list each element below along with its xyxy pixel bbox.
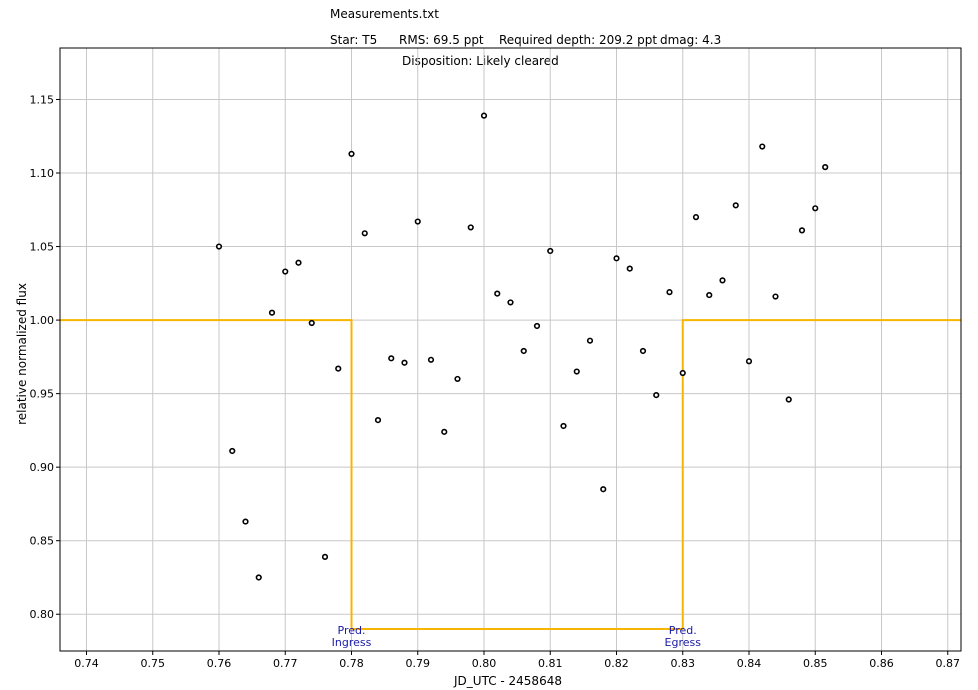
y-tick-labels: 0.80 0.85 0.90 0.95 1.00 1.05 1.10 1.15 (30, 93, 55, 621)
frame-layer (56, 47, 962, 655)
x-tick-label: 0.85 (803, 657, 828, 670)
data-point (215, 243, 223, 250)
y-tick-label: 0.90 (30, 461, 55, 474)
data-point (533, 322, 541, 330)
y-tick-label: 1.10 (30, 167, 55, 180)
data-point (666, 289, 673, 296)
data-point (268, 309, 276, 316)
disposition-label: Disposition: Likely cleared (402, 54, 559, 68)
data-point (626, 265, 633, 272)
data-point (507, 299, 514, 306)
data-point (427, 356, 435, 363)
data-point (692, 214, 700, 221)
rms-label: RMS: 69.5 ppt (399, 33, 484, 47)
y-tick-label: 0.80 (30, 608, 55, 621)
data-point (547, 247, 554, 255)
data-point (560, 422, 567, 430)
x-tick-label: 0.77 (273, 657, 298, 670)
data-point (732, 202, 739, 209)
x-tick-label: 0.81 (538, 657, 563, 670)
prediction-label-line1: Pred. (669, 624, 697, 637)
data-point (335, 365, 342, 372)
y-tick-label: 1.05 (30, 241, 55, 254)
x-tick-label: 0.79 (406, 657, 431, 670)
data-point (401, 359, 408, 366)
y-tick-label: 1.00 (30, 314, 55, 327)
prediction-label-line2: Egress (665, 636, 702, 649)
x-tick-label: 0.84 (737, 657, 762, 670)
data-point (295, 259, 302, 266)
data-point (494, 290, 501, 297)
data-point (679, 369, 686, 377)
x-tick-label: 0.87 (936, 657, 961, 670)
data-point (586, 337, 594, 344)
data-point (798, 227, 806, 234)
prediction-label-line1: Pred. (338, 624, 366, 637)
y-tick-label: 1.15 (30, 93, 55, 106)
grid-layer (60, 48, 961, 651)
y-tick-label: 0.85 (30, 535, 55, 548)
data-point (480, 112, 488, 119)
data-point (454, 375, 461, 383)
data-point (229, 447, 236, 455)
data-point (374, 416, 382, 424)
data-point (520, 347, 527, 355)
y-axis-label: relative normalized flux (15, 283, 29, 425)
x-tick-labels: 0.74 0.75 0.76 0.77 0.78 0.79 0.80 0.81 0.82 0.83… (74, 657, 960, 670)
data-point (282, 268, 289, 275)
data-point (242, 518, 249, 525)
data-point (573, 368, 580, 375)
data-point (706, 291, 713, 299)
transit-model-line (60, 319, 961, 630)
prediction-label-line2: Ingress (332, 636, 372, 649)
x-tick-label: 0.80 (472, 657, 497, 670)
file-title: Measurements.txt (330, 7, 439, 21)
data-point (785, 396, 792, 403)
data-point (388, 355, 395, 362)
x-tick-label: 0.83 (671, 657, 696, 670)
data-point (719, 277, 726, 284)
data-point (308, 319, 315, 327)
data-point (467, 224, 474, 231)
data-point (822, 164, 829, 171)
x-tick-label: 0.74 (74, 657, 99, 670)
data-point (414, 218, 421, 225)
data-point (255, 574, 262, 581)
data-point (600, 486, 607, 493)
data-point (745, 358, 753, 365)
data-point (812, 205, 819, 212)
y-tick-label: 0.95 (30, 388, 55, 401)
x-axis-label: JD_UTC - 2458648 (453, 674, 562, 688)
data-point (613, 255, 620, 262)
data-point (772, 293, 779, 300)
x-tick-label: 0.75 (141, 657, 166, 670)
x-tick-label: 0.76 (207, 657, 232, 670)
plot-frame (59, 47, 962, 652)
data-point (639, 347, 647, 355)
data-point (653, 391, 660, 399)
star-label: Star: T5 (330, 33, 378, 47)
data-point (441, 428, 448, 435)
x-tick-label: 0.86 (869, 657, 894, 670)
x-tick-label: 0.82 (604, 657, 629, 670)
data-point (361, 230, 368, 237)
data-point (348, 150, 355, 157)
dmag-label: dmag: 4.3 (660, 33, 722, 47)
points-layer (215, 112, 829, 581)
x-tick-label: 0.78 (339, 657, 364, 670)
data-point (759, 143, 766, 150)
model-layer (60, 319, 961, 630)
data-point (321, 553, 329, 560)
required-depth-label: Required depth: 209.2 ppt (499, 33, 658, 47)
